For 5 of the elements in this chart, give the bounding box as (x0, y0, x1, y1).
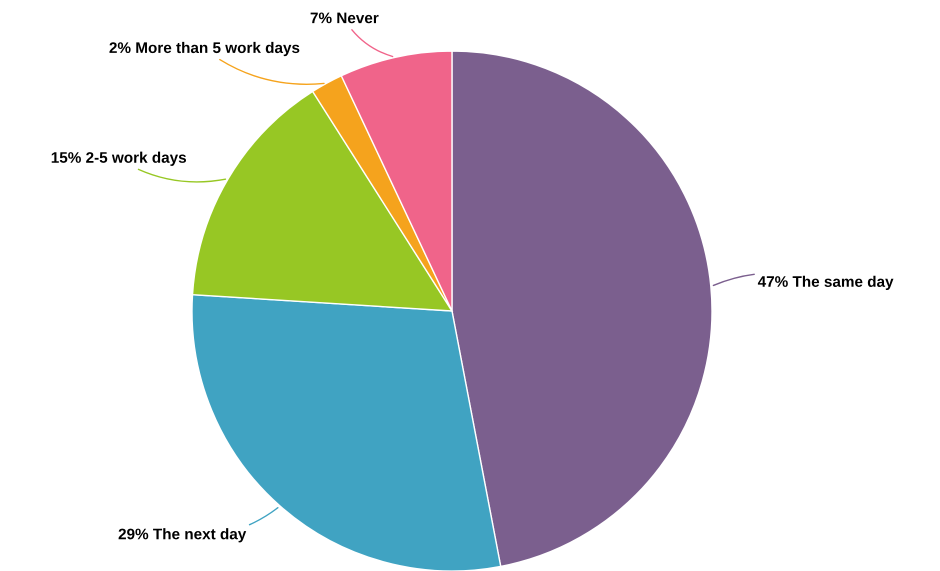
slice-label: 15% 2-5 work days (52, 152, 186, 166)
slice-label: 47% The same day (758, 276, 894, 290)
slice-label: 29% The next day (118, 528, 246, 542)
slice-label: 2% More than 5 work days (109, 42, 300, 56)
slice-label: 7% Never (310, 12, 379, 24)
